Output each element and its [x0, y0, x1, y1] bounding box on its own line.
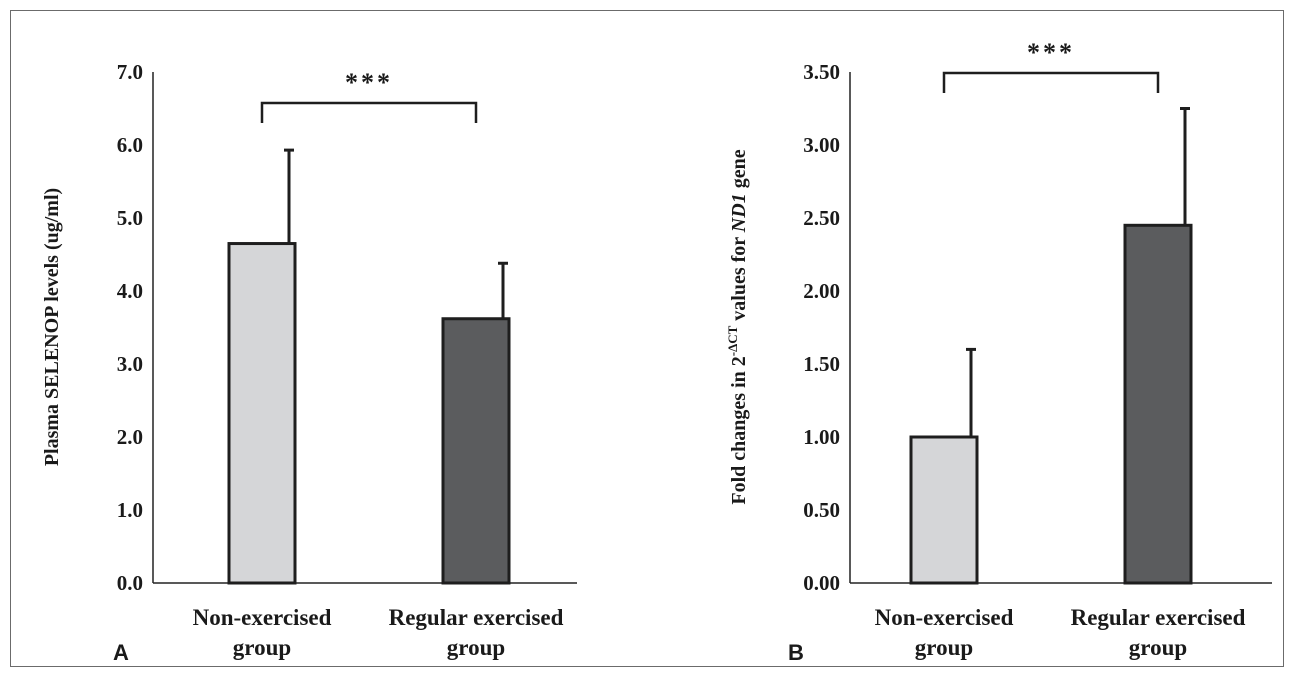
chart-b-y-tick-label: 0.50 — [803, 498, 840, 522]
chart-b-y-tick-label: 1.50 — [803, 352, 840, 376]
chart-a-bar — [441, 317, 511, 585]
chart-b-y-tick-label: 1.00 — [803, 425, 840, 449]
chart-a-y-tick-label: 7.0 — [117, 60, 143, 84]
chart-b-y-tick-label: 0.00 — [803, 571, 840, 595]
chart-b-y-tick-label: 3.00 — [803, 133, 840, 157]
chart-a-y-tick-label: 5.0 — [117, 206, 143, 230]
chart-a-y-tick-label: 4.0 — [117, 279, 143, 303]
chart-a-y-tick-label: 6.0 — [117, 133, 143, 157]
chart-a-y-tick-label: 0.0 — [117, 571, 143, 595]
chart-b-significance-label: *** — [1027, 38, 1075, 67]
chart-b-y-tick-label: 2.50 — [803, 206, 840, 230]
chart-a: 0.0 1.0 2.0 3.0 4.0 5.0 6.0 7.0 *** Plasma SELE… — [41, 60, 577, 665]
chart-b-category-label: Non-exercised group — [875, 605, 1014, 660]
chart-a-y-tick-label: 3.0 — [117, 352, 143, 376]
chart-b-significance-bracket — [942, 71, 1160, 93]
chart-a-y-tick-label: 1.0 — [117, 498, 143, 522]
chart-a-significance-bracket — [260, 101, 478, 123]
chart-b-panel-label: B — [788, 640, 804, 665]
chart-a-y-tick-label: 2.0 — [117, 425, 143, 449]
chart-b: 0.00 0.50 1.00 1.50 2.00 2.50 3.00 3.50 *** Fol… — [725, 38, 1272, 665]
chart-a-bar — [227, 242, 297, 585]
figure-frame — [10, 10, 1284, 667]
chart-a-y-axis-label: Plasma SELENOP levels (ug/ml) — [41, 188, 63, 466]
chart-a-category-label: Regular exercised group — [389, 605, 564, 660]
chart-b-bar — [909, 435, 979, 585]
chart-a-significance-label: *** — [345, 68, 393, 97]
chart-b-category-label: Regular exercised group — [1071, 605, 1246, 660]
chart-a-panel-label: A — [113, 640, 129, 665]
chart-b-y-tick-label: 3.50 — [803, 60, 840, 84]
chart-a-category-label: Non-exercised group — [193, 605, 332, 660]
chart-b-y-tick-label: 2.00 — [803, 279, 840, 303]
chart-b-bar — [1123, 223, 1193, 585]
chart-b-y-axis-label: Fold changes in 2-ΔCT values for ND1 gen… — [725, 149, 750, 504]
